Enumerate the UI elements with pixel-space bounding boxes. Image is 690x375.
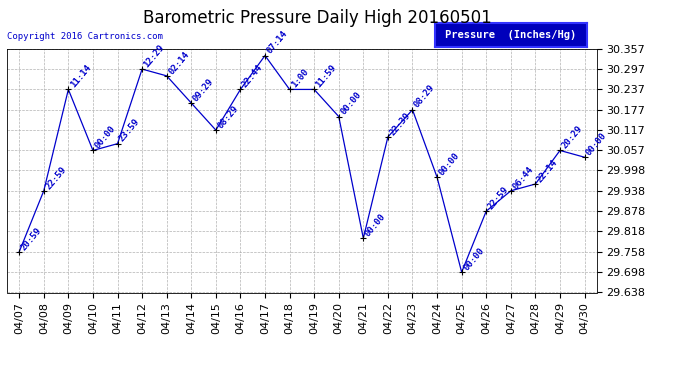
Text: 08:29: 08:29 [216,104,240,130]
Text: 1:00: 1:00 [290,67,310,89]
Text: 11:59: 11:59 [314,63,338,89]
Text: 23:59: 23:59 [117,117,141,144]
Text: 07:14: 07:14 [265,29,289,56]
Text: 00:00: 00:00 [339,90,363,117]
Text: 11:14: 11:14 [68,63,92,89]
Text: 00:00: 00:00 [584,131,609,157]
Text: 09:29: 09:29 [191,76,215,103]
Text: Barometric Pressure Daily High 20160501: Barometric Pressure Daily High 20160501 [143,9,492,27]
Text: 00:00: 00:00 [93,124,117,150]
Text: 22:59: 22:59 [43,164,68,191]
Text: 00:00: 00:00 [437,151,461,177]
Text: 12:29: 12:29 [142,43,166,69]
Text: 02:14: 02:14 [167,50,191,76]
Text: Pressure  (Inches/Hg): Pressure (Inches/Hg) [445,30,576,40]
Text: 22:39: 22:39 [388,111,412,137]
Text: 00:00: 00:00 [462,246,486,272]
Text: 20:29: 20:29 [560,124,584,150]
Text: 20:59: 20:59 [19,225,43,252]
Text: 08:29: 08:29 [413,83,437,110]
Text: Copyright 2016 Cartronics.com: Copyright 2016 Cartronics.com [7,32,163,41]
Text: 00:00: 00:00 [364,212,388,238]
Text: 22:59: 22:59 [486,185,511,211]
Text: 22:14: 22:14 [535,158,560,184]
Text: 06:44: 06:44 [511,164,535,191]
Text: 22:44: 22:44 [240,63,264,89]
